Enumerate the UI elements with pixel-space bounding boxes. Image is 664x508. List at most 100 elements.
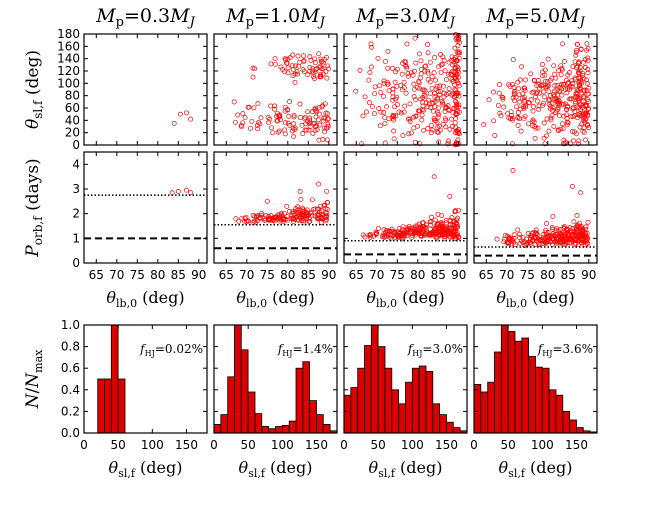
- theta-point: [568, 114, 574, 120]
- theta-point: [425, 68, 431, 74]
- porb-point: [574, 223, 580, 229]
- theta-point: [235, 112, 241, 118]
- theta-point: [567, 96, 573, 102]
- porb-point: [371, 233, 377, 239]
- theta-point: [417, 108, 422, 114]
- theta-point: [585, 70, 591, 76]
- theta-point: [285, 107, 290, 113]
- theta-point: [277, 117, 283, 123]
- theta-point: [310, 130, 316, 136]
- theta-ytick-label: 20: [65, 126, 80, 140]
- theta-point: [421, 92, 427, 98]
- theta-point: [257, 121, 263, 127]
- porb-point: [415, 223, 421, 229]
- hist-frame-3: [473, 324, 598, 434]
- theta-point: [246, 104, 252, 110]
- theta-point: [430, 108, 436, 114]
- theta-point: [450, 78, 456, 84]
- theta-point: [541, 94, 547, 100]
- theta-point: [586, 125, 592, 131]
- theta-point: [452, 45, 458, 51]
- theta-frame-1: [213, 33, 338, 146]
- hist-bar: [425, 370, 434, 434]
- porb-point: [573, 226, 579, 232]
- theta-point: [297, 59, 303, 65]
- theta-point: [371, 111, 377, 117]
- theta-point: [546, 89, 552, 95]
- porb-point: [445, 229, 451, 235]
- theta-point: [559, 121, 565, 127]
- theta-point: [540, 73, 545, 79]
- theta-point: [497, 82, 503, 87]
- theta-point: [432, 94, 438, 100]
- column-title-2: Mp=3.0MJ: [355, 5, 455, 30]
- theta-point: [376, 106, 382, 112]
- theta-point: [533, 125, 539, 131]
- theta-point: [390, 66, 396, 71]
- porb-ytick-label: 4: [72, 157, 80, 171]
- porb-xtick-label: 70: [369, 268, 384, 282]
- theta-point: [561, 113, 567, 119]
- porb-point: [574, 213, 580, 218]
- porb-point: [281, 210, 287, 216]
- theta-point: [282, 56, 288, 62]
- theta-point: [307, 64, 313, 70]
- theta-point: [417, 86, 423, 92]
- theta-point: [555, 127, 561, 133]
- theta-point: [275, 129, 281, 135]
- hist-bar: [405, 381, 413, 434]
- porb-point: [433, 234, 439, 240]
- hist-ytick-label: 1.0: [61, 318, 80, 332]
- porb-point: [438, 226, 444, 232]
- theta-point: [312, 69, 318, 75]
- theta-point: [560, 41, 565, 47]
- theta-point: [411, 81, 417, 87]
- theta-point: [454, 100, 460, 106]
- theta-point: [546, 128, 552, 134]
- theta-point: [511, 90, 517, 96]
- theta-point: [302, 127, 308, 133]
- theta-point: [401, 109, 407, 115]
- theta-point: [353, 88, 359, 94]
- porb-xtick-label: 80: [150, 268, 165, 282]
- theta-point: [505, 111, 510, 117]
- theta-point: [575, 63, 581, 69]
- porb-point: [309, 213, 315, 219]
- theta-point: [316, 51, 322, 57]
- theta-point: [255, 126, 261, 132]
- theta-point: [323, 69, 329, 74]
- theta-point: [431, 70, 437, 76]
- hist-frame-1: [213, 324, 338, 434]
- porb-point: [443, 220, 449, 226]
- hist-bar: [418, 365, 427, 434]
- theta-point: [581, 88, 587, 94]
- theta-point: [496, 90, 502, 96]
- theta-point: [400, 133, 406, 139]
- theta-point: [575, 70, 581, 75]
- theta-point: [570, 64, 576, 70]
- theta-point: [272, 103, 278, 109]
- theta-point: [560, 81, 566, 87]
- theta-point: [570, 106, 576, 112]
- porb-point: [291, 210, 297, 216]
- theta-point: [324, 125, 330, 131]
- theta-point: [446, 59, 452, 65]
- hist-ytick-label: 0.2: [61, 404, 80, 418]
- theta-point: [390, 86, 396, 92]
- porb-point: [254, 213, 259, 219]
- porb-point: [517, 235, 523, 240]
- theta-point: [423, 100, 429, 105]
- porb-point: [533, 230, 539, 236]
- theta-point: [514, 104, 519, 110]
- porb-ytick-label: 1: [72, 231, 80, 245]
- theta-point: [522, 85, 528, 91]
- theta-point: [325, 116, 331, 122]
- theta-point: [291, 112, 297, 118]
- theta-point: [433, 118, 439, 124]
- theta-point: [540, 69, 545, 75]
- porb-xtick-label: 85: [561, 268, 576, 282]
- theta-point: [313, 108, 319, 114]
- hist-panel-2: [343, 324, 468, 434]
- hist-bar: [261, 426, 269, 434]
- theta-point: [301, 53, 306, 59]
